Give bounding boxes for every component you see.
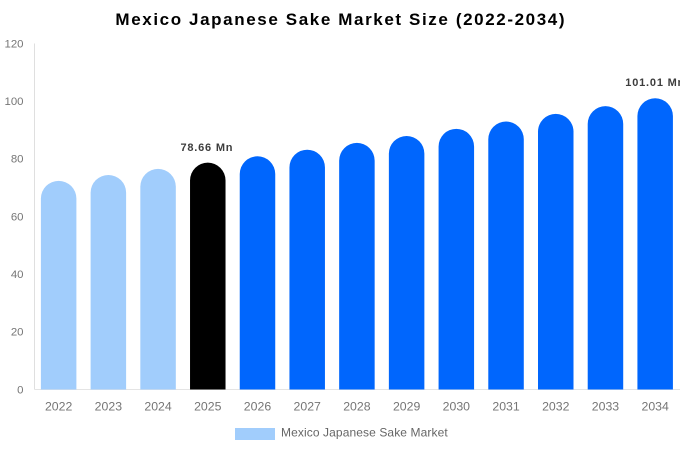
svg-text:2034: 2034: [641, 399, 669, 413]
svg-text:40: 40: [11, 269, 24, 281]
svg-text:2029: 2029: [393, 399, 421, 413]
svg-text:80: 80: [11, 154, 24, 166]
svg-text:2026: 2026: [244, 399, 272, 413]
svg-text:78.66 Mn: 78.66 Mn: [180, 142, 233, 154]
svg-text:2031: 2031: [492, 399, 520, 413]
svg-text:Mexico Japanese Sake Market: Mexico Japanese Sake Market: [281, 426, 448, 440]
svg-text:2028: 2028: [343, 399, 371, 413]
svg-text:2025: 2025: [194, 399, 222, 413]
svg-text:2032: 2032: [542, 399, 570, 413]
svg-text:60: 60: [11, 211, 24, 223]
svg-text:2030: 2030: [443, 399, 471, 413]
svg-text:120: 120: [4, 38, 23, 50]
svg-text:20: 20: [11, 327, 24, 339]
svg-text:2033: 2033: [592, 399, 620, 413]
svg-text:Mexico Japanese Sake Market Si: Mexico Japanese Sake Market Size (2022-2…: [115, 10, 566, 29]
svg-text:2022: 2022: [45, 399, 73, 413]
svg-text:2024: 2024: [144, 399, 172, 413]
svg-text:100: 100: [4, 96, 23, 108]
svg-text:101.01 Mn: 101.01 Mn: [625, 77, 680, 89]
svg-text:0: 0: [17, 384, 23, 396]
svg-text:2027: 2027: [294, 399, 322, 413]
svg-text:2023: 2023: [95, 399, 123, 413]
